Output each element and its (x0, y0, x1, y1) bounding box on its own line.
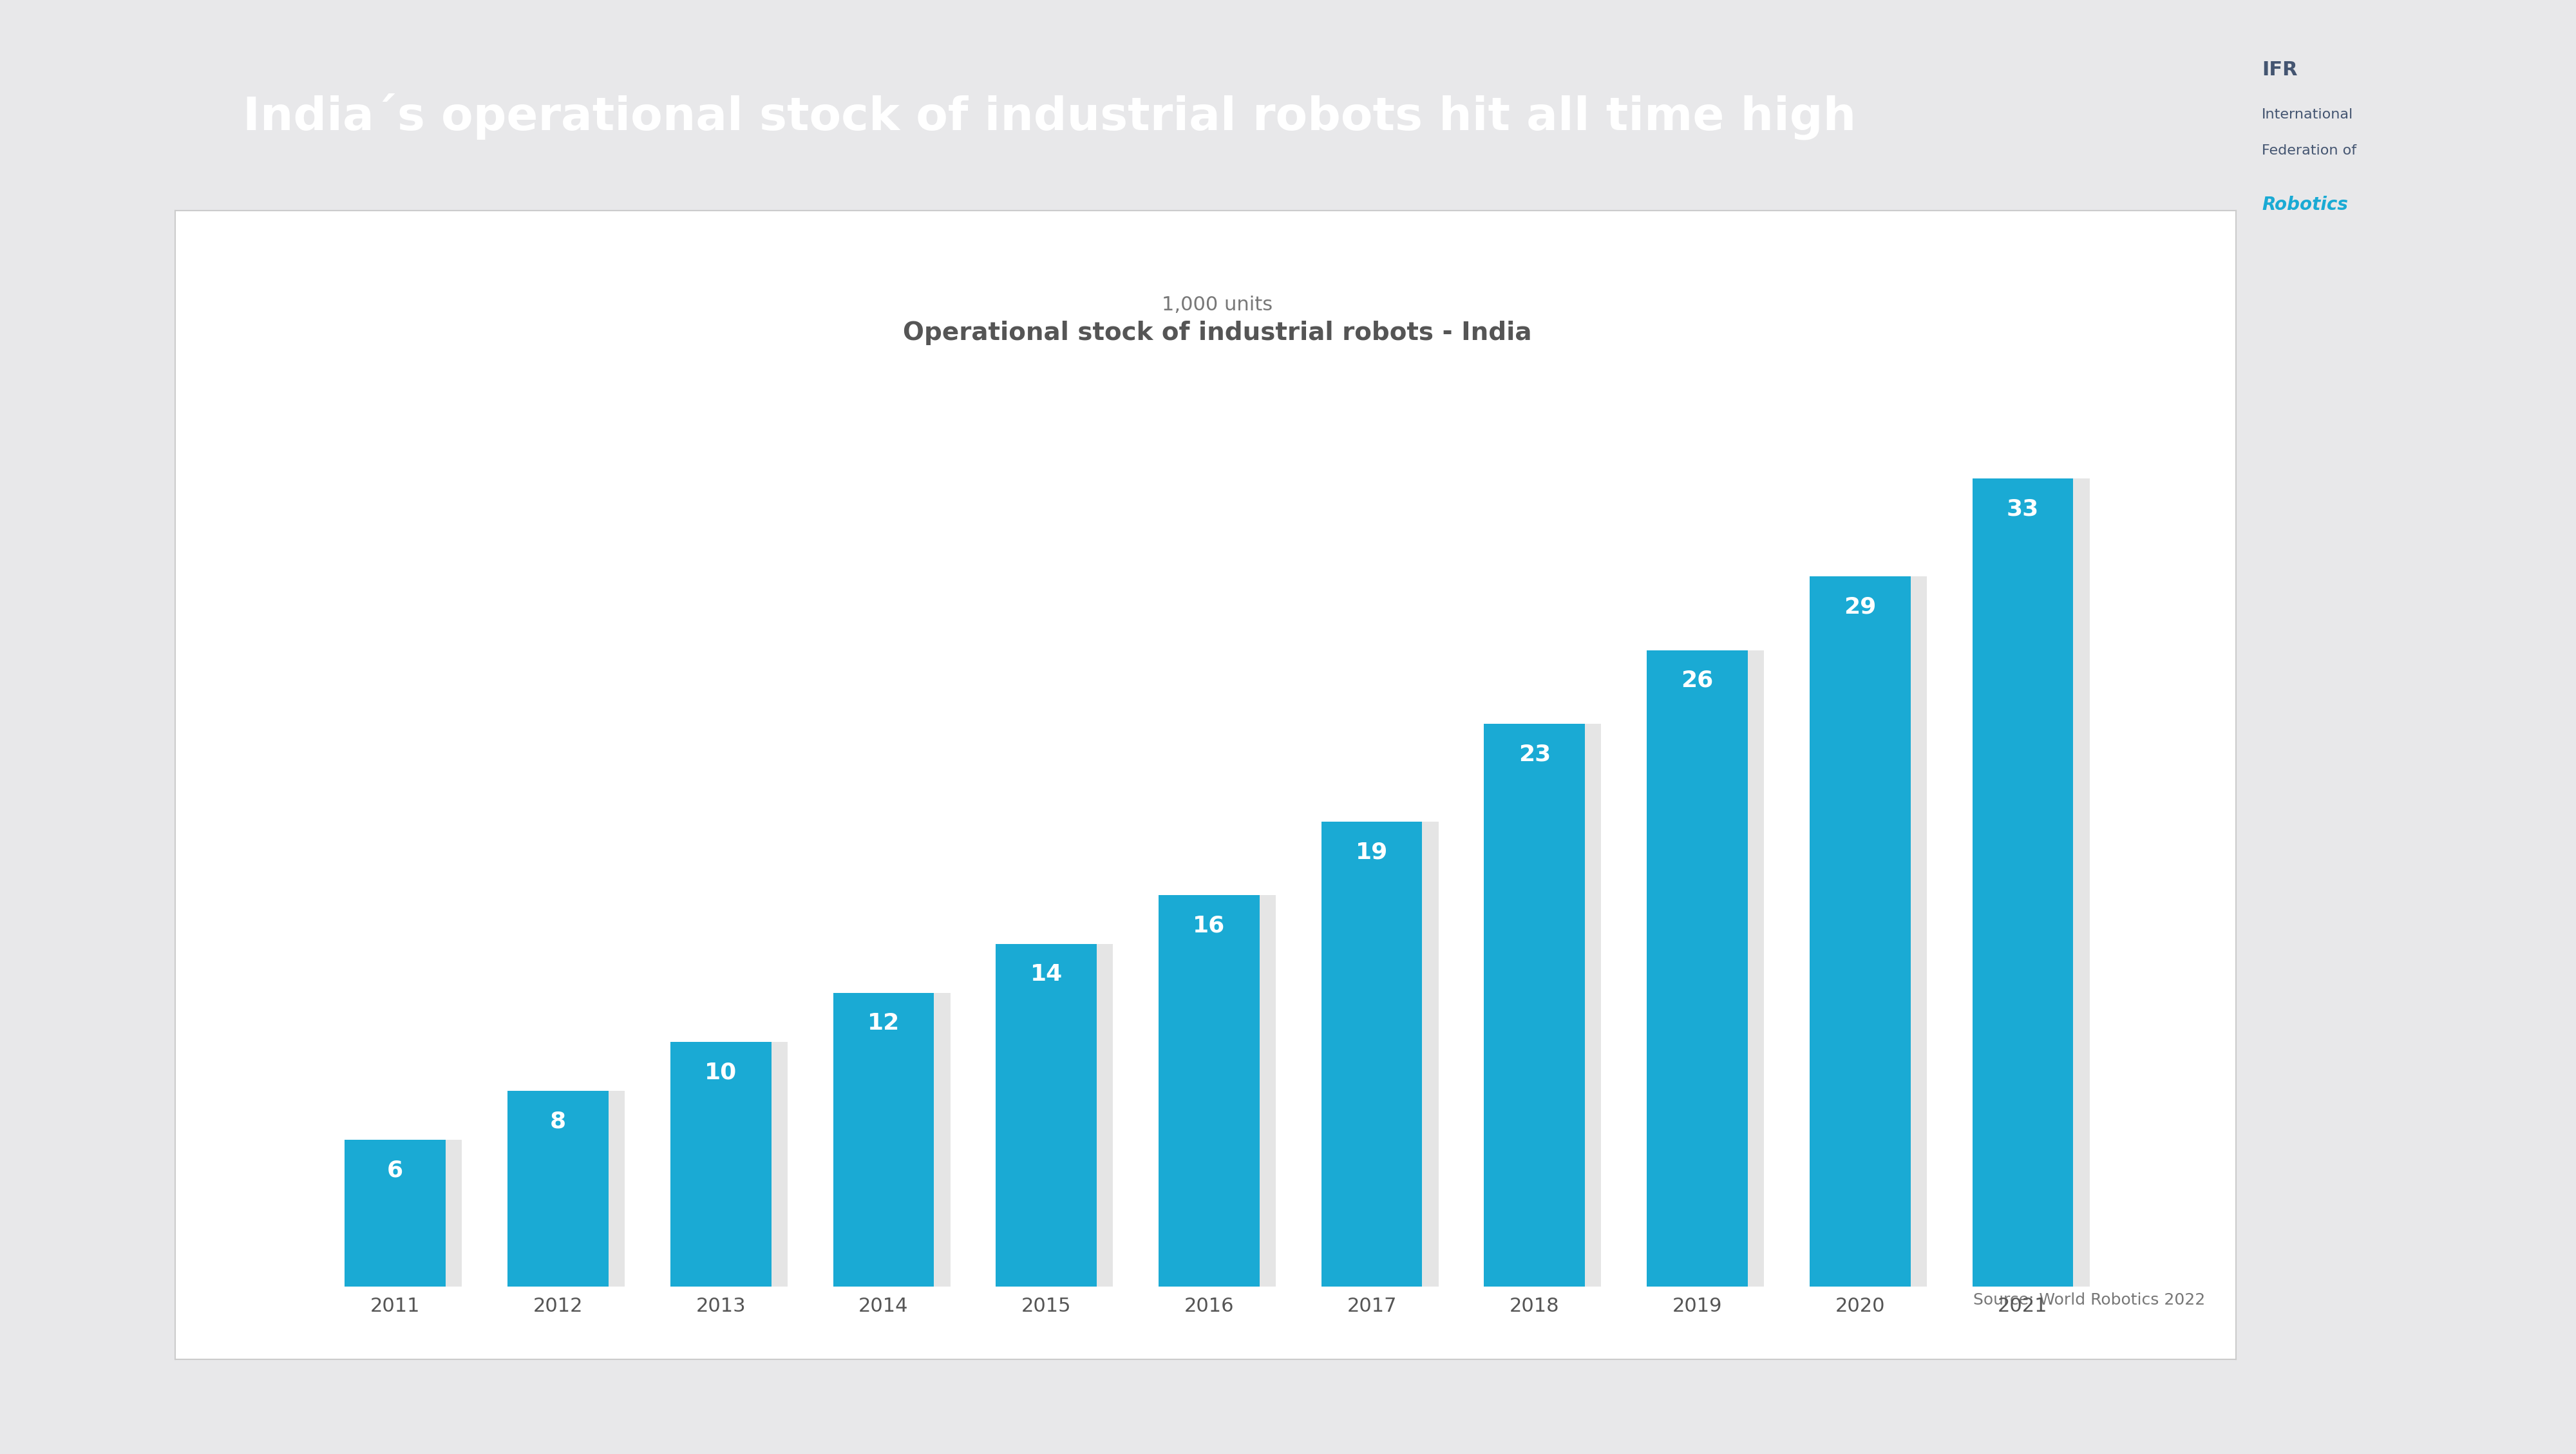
Text: International: International (2262, 109, 2354, 121)
Bar (1321, 822, 1422, 1287)
Bar (507, 1090, 608, 1287)
Text: 16: 16 (1193, 915, 1226, 936)
Bar (1989, 478, 2089, 1287)
Text: IFR: IFR (2262, 61, 2298, 79)
Bar (1664, 650, 1765, 1287)
Text: 12: 12 (868, 1012, 899, 1034)
Text: 23: 23 (1517, 743, 1551, 765)
Bar (361, 1140, 461, 1287)
Text: India´s operational stock of industrial robots hit all time high: India´s operational stock of industrial … (242, 93, 1857, 140)
Text: 19: 19 (1355, 840, 1388, 864)
Bar (1499, 724, 1602, 1287)
Text: Robotics: Robotics (2262, 196, 2347, 214)
Bar (1175, 896, 1275, 1287)
Text: Source: World Robotics 2022: Source: World Robotics 2022 (1973, 1293, 2205, 1307)
Bar (1159, 896, 1260, 1287)
Bar (688, 1043, 788, 1287)
Bar (670, 1043, 770, 1287)
Bar (1973, 478, 2074, 1287)
Text: 8: 8 (549, 1111, 567, 1133)
Bar (850, 993, 951, 1287)
Bar (1646, 650, 1747, 1287)
Bar (523, 1090, 626, 1287)
Bar (1012, 944, 1113, 1287)
Text: 1,000 units: 1,000 units (1162, 295, 1273, 314)
Text: 26: 26 (1682, 670, 1713, 692)
Bar (997, 944, 1097, 1287)
Bar (1337, 822, 1437, 1287)
Title: Operational stock of industrial robots - India: Operational stock of industrial robots -… (902, 321, 1533, 345)
Text: 10: 10 (706, 1061, 737, 1083)
Text: Federation of: Federation of (2262, 144, 2357, 157)
Bar (345, 1140, 446, 1287)
Text: 33: 33 (2007, 499, 2040, 521)
Bar (1484, 724, 1584, 1287)
Bar (832, 993, 935, 1287)
Text: 6: 6 (386, 1159, 404, 1181)
Bar (1826, 577, 1927, 1287)
Bar (1808, 577, 1911, 1287)
Text: 14: 14 (1030, 964, 1061, 986)
Text: 29: 29 (1844, 596, 1875, 618)
